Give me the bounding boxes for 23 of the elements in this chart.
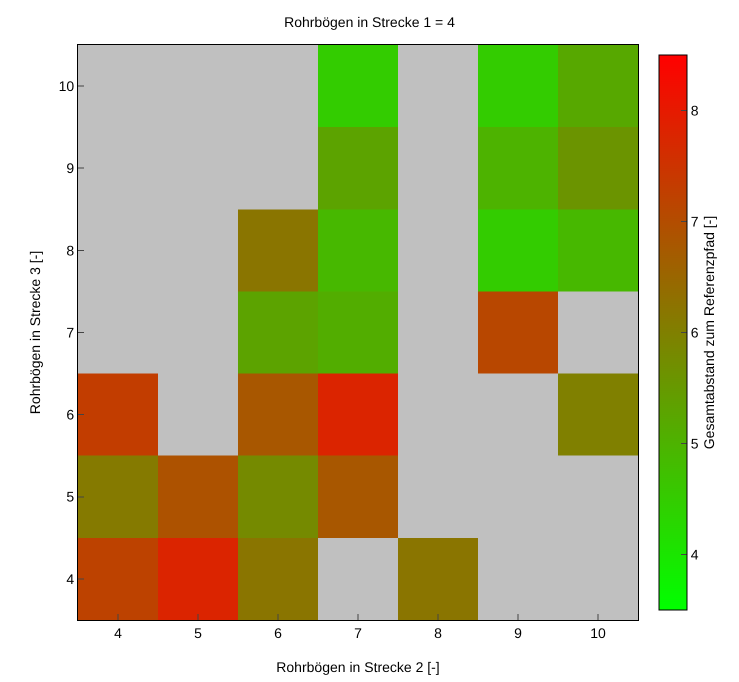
y-tick-label: 6 <box>66 406 74 423</box>
color-bar-label: 4 <box>690 546 699 562</box>
x-tick-label: 9 <box>514 624 522 641</box>
x-tick-label: 6 <box>274 624 282 641</box>
color-bar-label: 6 <box>690 324 699 340</box>
x-tick-label: 4 <box>114 624 122 641</box>
y-tick-label: 10 <box>58 78 74 94</box>
x-tick-label: 5 <box>194 624 202 641</box>
x-tick-label: 7 <box>354 624 362 641</box>
x-tick-label: 10 <box>590 624 606 641</box>
x-axis-title: Rohrbögen in Strecke 2 [-] <box>276 659 440 675</box>
y-axis-title: Rohrbögen in Strecke 3 [-] <box>27 250 43 414</box>
y-tick-label: 9 <box>66 160 74 176</box>
y-tick-label: 5 <box>66 488 74 505</box>
y-tick-label: 8 <box>66 242 74 258</box>
chart-title: Rohrbögen in Strecke 1 = 4 <box>284 14 456 30</box>
color-bar-label: 8 <box>690 102 699 118</box>
color-bar-label: 7 <box>690 213 699 230</box>
color-bar-title: Gesamtabstand zum Referenzpfad [-] <box>700 216 717 450</box>
x-tick-label: 8 <box>434 624 442 641</box>
y-tick-label: 7 <box>66 324 74 340</box>
y-tick-label: 4 <box>66 570 74 587</box>
color-bar-label: 5 <box>690 435 699 452</box>
